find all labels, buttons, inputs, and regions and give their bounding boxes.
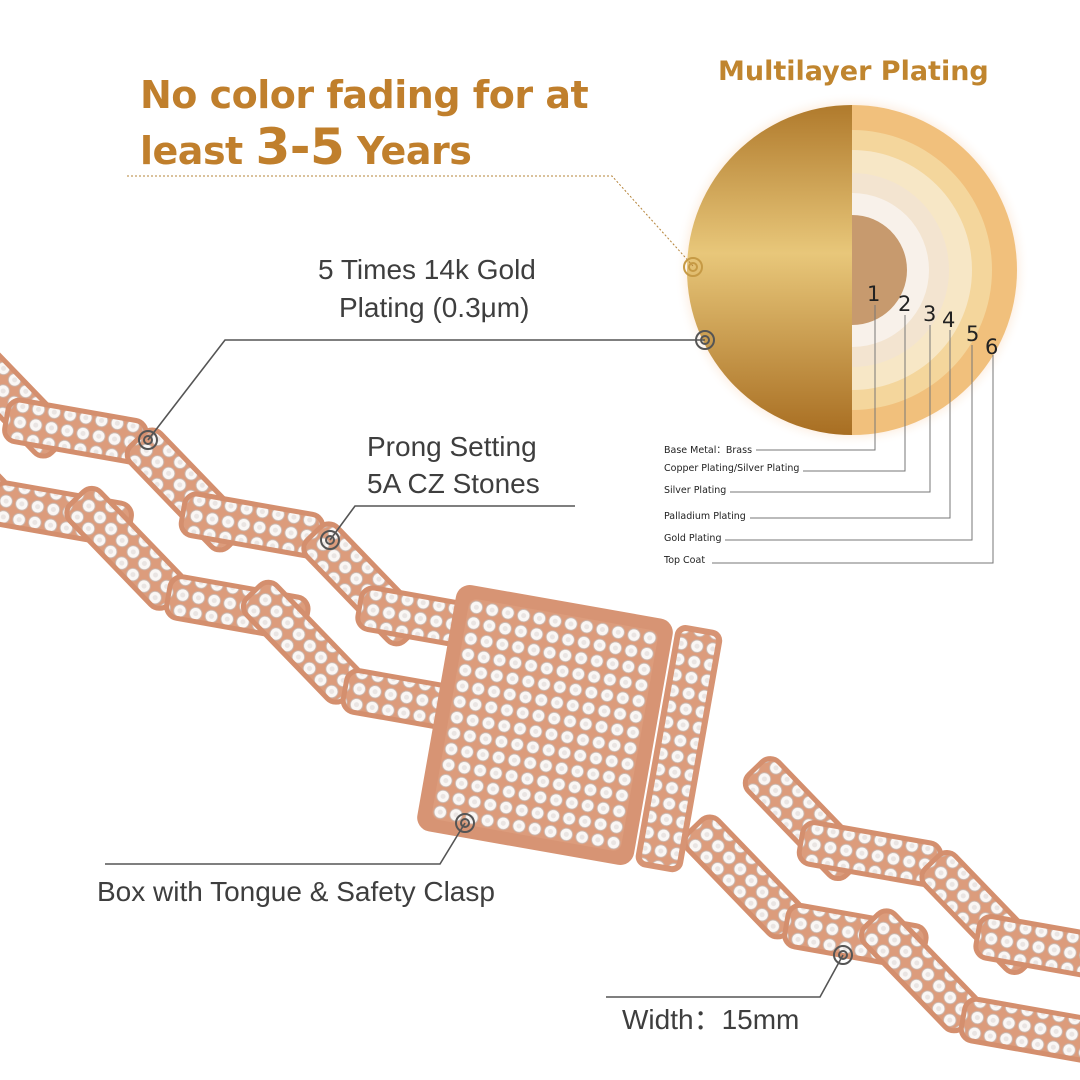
layer-number-6: 6 <box>985 335 999 359</box>
headline-pre: least <box>140 129 256 173</box>
prong-line1: Prong Setting <box>367 431 537 462</box>
headline-line1: No color fading for at <box>140 73 589 117</box>
cuban-chain <box>0 333 1080 1064</box>
layer-label-copper: Copper Plating/Silver Plating <box>664 463 804 474</box>
link-bar <box>958 996 1080 1064</box>
gold-plating-line2: Plating (0.3μm) <box>339 292 530 323</box>
layer-number-4: 4 <box>942 308 956 332</box>
gold-plating-line1: 5 Times 14k Gold <box>318 254 536 285</box>
box-clasp <box>417 585 723 873</box>
callout-markers <box>138 257 853 965</box>
headline-line2: least 3-5 Years <box>140 122 472 173</box>
width-label: Width：15mm <box>622 1004 800 1035</box>
layer-label-silver: Silver Plating <box>664 485 731 496</box>
prong-line2: 5A CZ Stones <box>367 468 540 499</box>
link-bar <box>973 914 1080 981</box>
layer-label-palladium: Palladium Plating <box>664 511 750 522</box>
layer-label-base: Base Metal：Brass <box>664 442 757 456</box>
layer-number-5: 5 <box>966 322 980 346</box>
layer-label-topcoat: Top Coat <box>664 555 710 566</box>
plating-title: Multilayer Plating <box>718 56 989 87</box>
plating-diagram <box>674 92 1030 448</box>
chain-link <box>958 914 1080 1064</box>
layer-number-2: 2 <box>898 292 912 316</box>
layer-label-gold: Gold Plating <box>664 533 726 544</box>
headline-years-range: 3-5 <box>255 118 345 176</box>
layer-number-1: 1 <box>867 282 881 306</box>
headline-post: Years <box>344 129 472 173</box>
clasp-label: Box with Tongue & Safety Clasp <box>97 876 495 907</box>
layer-leader-lines <box>712 305 994 564</box>
layer-number-3: 3 <box>923 302 937 326</box>
callout-lines <box>105 175 844 998</box>
